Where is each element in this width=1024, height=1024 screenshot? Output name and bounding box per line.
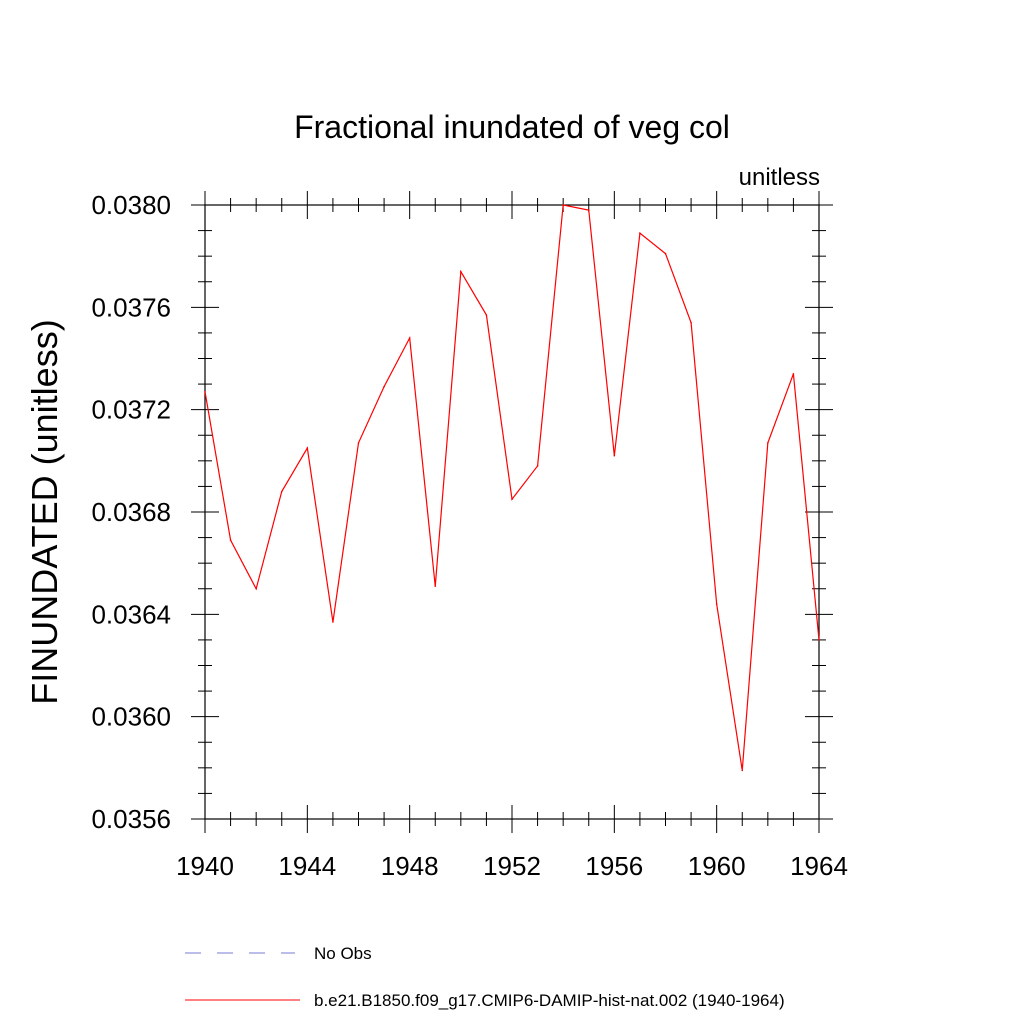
data-point [767, 442, 769, 444]
x-tick-label: 1956 [585, 851, 643, 881]
chart-title: Fractional inundated of veg col [294, 109, 730, 145]
y-tick-label: 0.0368 [91, 497, 171, 527]
data-point [229, 539, 232, 541]
data-point [818, 639, 820, 641]
data-point [434, 585, 437, 587]
data-point [383, 385, 385, 388]
series-lines [204, 204, 820, 772]
data-point [306, 447, 309, 449]
units-label: unitless [739, 164, 820, 191]
y-axis-title: FINUNDATED (unitless) [24, 319, 65, 704]
data-point [715, 603, 718, 605]
data-point [639, 232, 641, 234]
data-point [690, 321, 692, 324]
y-tick-label: 0.0372 [91, 395, 171, 425]
legend-label-model: b.e21.B1850.f09_g17.CMIP6-DAMIP-hist-nat… [314, 991, 785, 1010]
data-point [741, 769, 744, 772]
data-point [511, 498, 513, 501]
data-point [332, 621, 334, 623]
data-point [562, 204, 564, 206]
legend: No Obs b.e21.B1850.f09_g17.CMIP6-DAMIP-h… [185, 944, 785, 1010]
data-point [485, 314, 488, 316]
axis-ticks: 1940 1944 1948 1952 1956 1960 1964 0.0356 0.0360… [91, 190, 847, 881]
data-point [792, 373, 795, 375]
data-point [280, 490, 283, 493]
legend-label-obs: No Obs [314, 944, 372, 963]
x-tick-label: 1960 [688, 851, 746, 881]
data-point [613, 454, 616, 457]
x-tick-label: 1964 [790, 851, 848, 881]
data-point [408, 337, 411, 339]
data-point [460, 270, 462, 273]
data-point [536, 465, 539, 467]
data-point [664, 252, 667, 255]
y-tick-label: 0.0356 [91, 804, 171, 834]
x-tick-label: 1952 [483, 851, 541, 881]
x-tick-label: 1940 [176, 851, 234, 881]
x-tick-label: 1948 [381, 851, 439, 881]
y-tick-label: 0.0376 [91, 292, 171, 322]
x-tick-label: 1944 [278, 851, 336, 881]
data-point [255, 587, 257, 590]
data-point [204, 390, 206, 393]
y-tick-label: 0.0360 [91, 702, 171, 732]
y-tick-label: 0.0380 [91, 190, 171, 220]
data-point [587, 209, 590, 211]
y-tick-label: 0.0364 [91, 599, 171, 629]
data-point [357, 442, 360, 444]
